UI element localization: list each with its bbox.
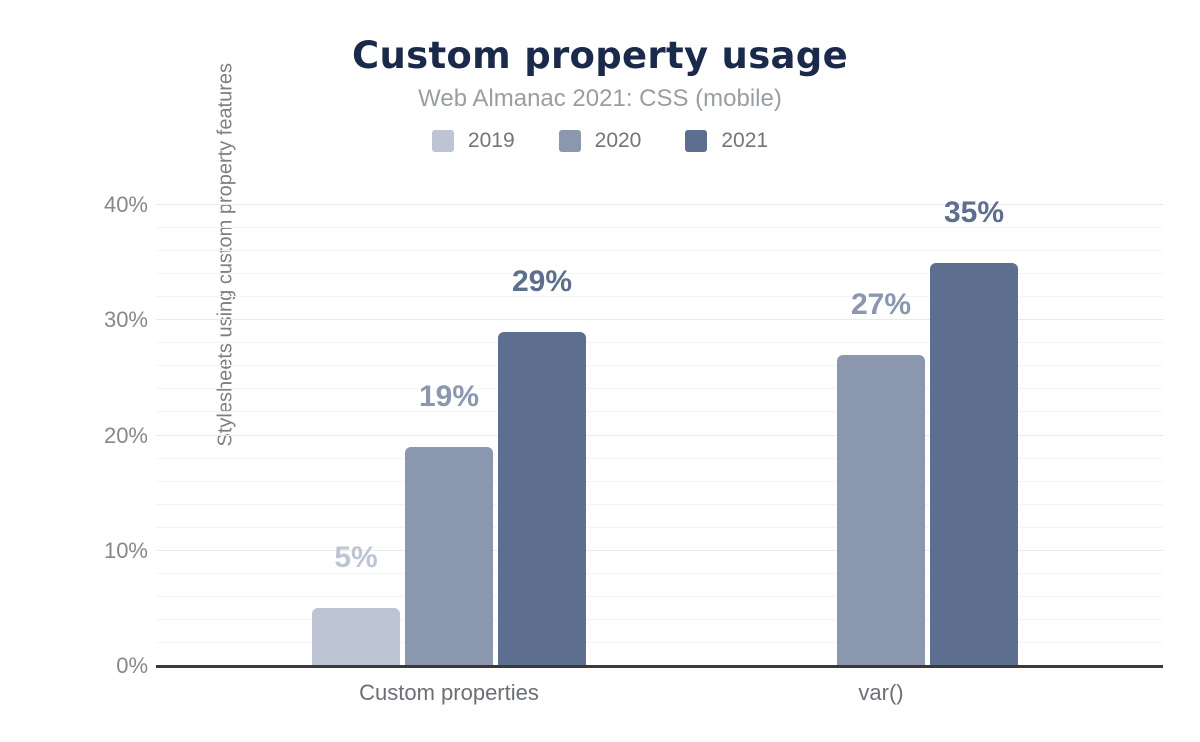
minor-gridline [156,457,1163,459]
x-axis-label: var() [858,680,904,705]
major-gridline [156,434,1163,436]
y-tick-label: 40% [103,192,148,217]
minor-gridline [156,572,1163,574]
minor-gridline [156,273,1163,275]
minor-gridline [156,618,1163,620]
legend-label: 2021 [721,129,769,152]
bar-2020 [405,447,493,666]
bar-value-label: 19% [418,380,480,414]
legend-swatch-2019 [431,130,454,152]
bar-group-var: 27% 35% var() [744,196,1018,705]
minor-gridline [156,227,1163,229]
legend-item-2020: 2020 [558,129,642,153]
y-tick-label: 0% [116,653,148,678]
bar-value-label: 29% [511,264,573,298]
bar-slot: 29% [498,205,586,666]
bar-2021 [930,262,1018,666]
minor-gridline [156,411,1163,413]
legend-item-2019: 2019 [431,129,515,153]
bar-slot [744,205,832,666]
bar-group-custom-properties: 5% 19% 29% Custom properties [312,205,586,705]
minor-gridline [156,526,1163,528]
minor-gridline [156,365,1163,367]
x-axis-baseline [156,664,1163,668]
y-axis-ticks: 0% 10% 20% 30% 40% [0,193,148,678]
chart-title: Custom property usage [352,34,848,77]
major-gridline [156,549,1163,551]
plot-area: 5% 19% 29% Custom properties 27% 35% var() [156,196,1163,705]
bar-2019 [312,608,400,666]
bar-slot: 19% [405,205,493,666]
legend-swatch-2021 [685,130,708,152]
bar-slot: 5% [312,205,400,666]
minor-gridline [156,480,1163,482]
minor-gridline [156,250,1163,252]
bar-value-label: 5% [334,541,378,575]
minor-gridline [156,503,1163,505]
legend-label: 2020 [594,129,642,152]
minor-gridline [156,388,1163,390]
minor-gridline [156,641,1163,643]
major-gridline [156,319,1163,321]
bar-value-label: 27% [850,287,912,321]
bar-slot: 35% [930,196,1018,666]
legend-swatch-2020 [558,130,581,152]
legend-item-2021: 2021 [685,129,768,153]
legend-label: 2019 [467,129,515,152]
bar-2020 [837,354,925,666]
bar-value-label: 35% [943,195,1005,229]
chart-header: Custom property usage Web Almanac 2021: … [0,0,1200,153]
major-gridline [156,204,1163,205]
legend: 2019 2020 2021 [0,129,1200,153]
chart-subtitle: Web Almanac 2021: CSS (mobile) [418,85,782,112]
y-tick-label: 20% [103,422,148,448]
minor-gridline [156,342,1163,344]
y-tick-label: 10% [103,537,148,563]
minor-gridline [156,296,1163,298]
y-tick-label: 30% [103,307,148,333]
bar-slot: 27% [837,205,925,666]
x-axis-label: Custom properties [359,680,539,705]
bar-2021 [498,331,586,666]
minor-gridline [156,595,1163,597]
